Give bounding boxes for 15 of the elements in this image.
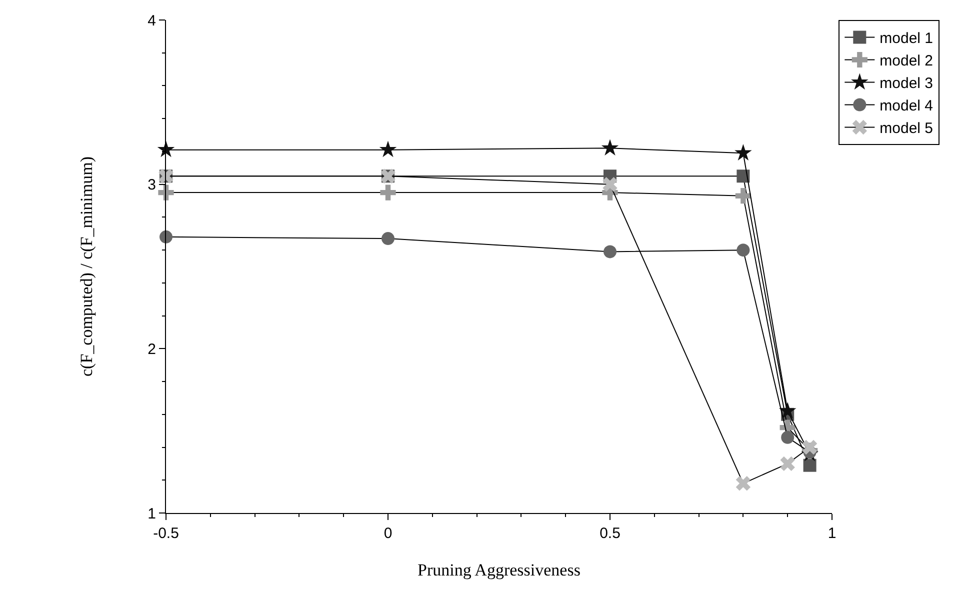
y-tick-label: 3 (148, 176, 156, 194)
x-tick-label: 0.5 (600, 525, 620, 542)
x-axis-title: Pruning Aggressiveness (418, 560, 580, 580)
x-tick-label: 0 (384, 525, 392, 542)
legend-label: model 1 (880, 30, 934, 48)
legend-label: model 3 (880, 75, 934, 92)
y-tick-label: 4 (148, 12, 156, 30)
y-tick-label: 1 (148, 505, 156, 522)
legend-label: model 5 (880, 120, 934, 138)
legend-label: model 2 (880, 52, 934, 70)
x-tick-label: 1 (828, 525, 836, 542)
x-tick-label: -0.5 (153, 525, 179, 542)
legend-label: model 4 (880, 98, 934, 115)
y-axis-title: c(F_computed) / c(F_minimum) (77, 156, 96, 377)
y-tick-label: 2 (148, 340, 156, 358)
